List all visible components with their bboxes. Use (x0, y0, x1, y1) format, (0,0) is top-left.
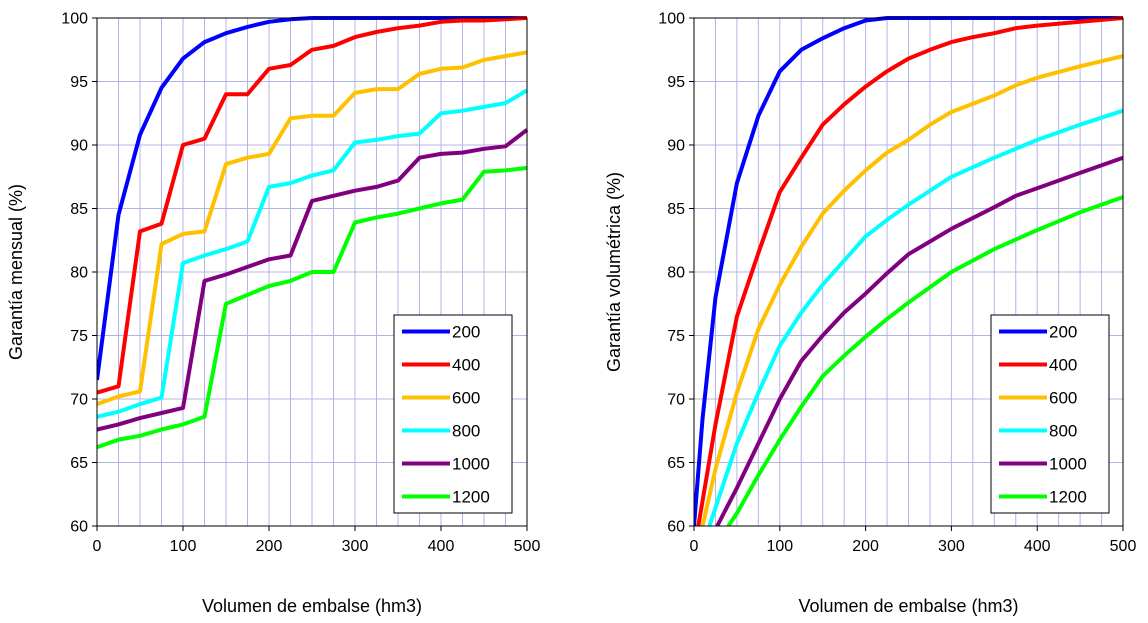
legend-label: 800 (452, 422, 480, 441)
legend-label: 1000 (452, 455, 490, 474)
x-tick-label: 200 (256, 538, 283, 555)
x-tick-label: 200 (852, 538, 879, 555)
x-tick-label: 300 (938, 538, 965, 555)
legend-label: 1200 (452, 488, 490, 507)
y-tick-label: 80 (70, 265, 88, 282)
y-tick-label: 95 (70, 74, 88, 91)
x-axis-title: Volumen de embalse (hm3) (202, 596, 422, 616)
series-line-400 (97, 16, 528, 395)
series-line-800 (707, 108, 1124, 526)
series-line-800 (97, 88, 529, 419)
x-tick-label: 400 (428, 538, 455, 555)
legend-label: 600 (1049, 389, 1077, 408)
x-tick-label: 500 (514, 538, 541, 555)
series-line-600 (97, 50, 528, 406)
x-tick-label: 100 (170, 538, 197, 555)
series-line-1000 (97, 128, 529, 432)
x-tick-label: 300 (342, 538, 369, 555)
y-tick-label: 85 (667, 201, 685, 218)
y-tick-label: 80 (667, 265, 685, 282)
y-tick-label: 75 (70, 328, 88, 345)
legend-label: 800 (1049, 422, 1077, 441)
y-axis-title: Garantía mensual (%) (6, 184, 26, 360)
y-tick-label: 90 (70, 138, 88, 155)
x-tick-label: 0 (690, 538, 699, 555)
legend-label: 400 (452, 356, 480, 375)
legend-label: 200 (1049, 323, 1077, 342)
y-tick-label: 60 (70, 519, 88, 536)
y-tick-label: 70 (667, 392, 685, 409)
y-tick-label: 85 (70, 201, 88, 218)
y-tick-label: 70 (70, 392, 88, 409)
legend-box (393, 314, 513, 514)
legend-box (990, 314, 1110, 514)
legend-label: 1200 (1049, 488, 1087, 507)
y-tick-label: 65 (70, 455, 88, 472)
y-tick-label: 90 (667, 138, 685, 155)
y-tick-label: 65 (667, 455, 685, 472)
series-line-600 (700, 54, 1124, 526)
x-axis-title: Volumen de embalse (hm3) (798, 596, 1018, 616)
y-tick-label: 100 (61, 11, 88, 28)
series-line-1000 (715, 155, 1124, 526)
legend-label: 400 (1049, 356, 1077, 375)
series-line-1200 (97, 165, 528, 450)
legend: 200 400 600 800 1000 1200 (990, 314, 1110, 514)
series-group (694, 16, 1124, 526)
y-tick-label: 100 (658, 11, 685, 28)
legend-label: 200 (452, 323, 480, 342)
x-tick-label: 500 (1110, 538, 1137, 555)
y-axis-title: Garantía volumétrica (%) (604, 172, 624, 372)
x-tick-label: 400 (1024, 538, 1051, 555)
y-tick-label: 75 (667, 328, 685, 345)
x-tick-label: 100 (766, 538, 793, 555)
y-tick-label: 60 (667, 519, 685, 536)
y-tick-label: 95 (667, 74, 685, 91)
legend: 200 400 600 800 1000 1200 (393, 314, 513, 514)
legend-label: 600 (452, 389, 480, 408)
x-tick-label: 0 (93, 538, 102, 555)
series-line-400 (696, 16, 1124, 526)
legend-label: 1000 (1049, 455, 1087, 474)
series-line-1200 (726, 195, 1124, 526)
